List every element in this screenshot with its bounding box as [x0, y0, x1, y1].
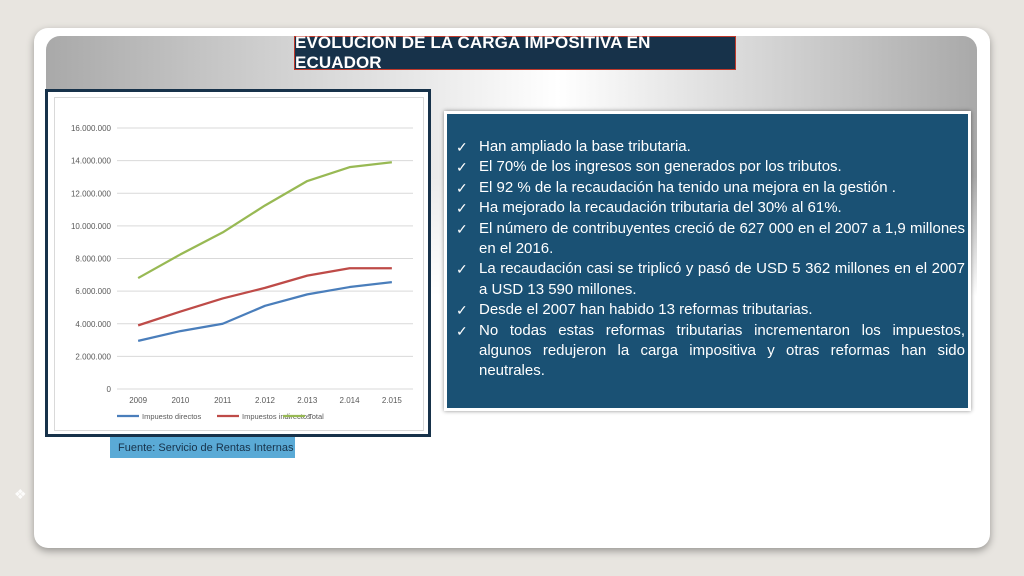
- bullet-text: Desde el 2007 han habido 13 reformas tri…: [479, 301, 813, 319]
- diamond-cluster-icon: ❖: [14, 486, 27, 502]
- bullet-item: ✓ El 92 % de la recaudación ha tenido una…: [455, 178, 965, 198]
- bullet-list: ✓ Han ampliado la base tributaria. ✓ El 70%…: [455, 137, 965, 382]
- x-tick-label: 2.013: [297, 396, 318, 405]
- y-tick-label: 16.000.000: [71, 124, 112, 133]
- chart-area: 0 2.000.000 4.000.000 6.000.000 8.000.000 10.…: [54, 97, 424, 431]
- check-icon: ✓: [456, 139, 468, 155]
- source-label: Fuente: Servicio de Rentas Internas: [110, 437, 295, 458]
- y-tick-label: 2.000.000: [75, 352, 111, 361]
- legend-label: Impuesto directos: [142, 412, 201, 421]
- y-tick-label: 12.000.000: [71, 189, 112, 198]
- bullet-text: Ha mejorado la recaudación tributaria de…: [479, 199, 842, 217]
- series-line: [137, 161, 392, 280]
- x-tick-label: 2010: [172, 396, 190, 405]
- series-line: [137, 281, 392, 342]
- check-icon: ✓: [456, 200, 468, 217]
- y-tick-label: 0: [107, 385, 112, 394]
- y-tick-label: 6.000.000: [75, 287, 111, 296]
- chart-frame: 0 2.000.000 4.000.000 6.000.000 8.000.000 10.…: [45, 89, 431, 437]
- x-tick-label: 2011: [214, 396, 232, 405]
- bullet-text: El 70% de los ingresos son generados por…: [479, 158, 842, 176]
- y-tick-label: 10.000.000: [71, 222, 112, 231]
- bullet-item: ✓ Han ampliado la base tributaria.: [455, 137, 965, 157]
- series-line: [137, 267, 392, 327]
- line-chart: 0 2.000.000 4.000.000 6.000.000 8.000.000 10.…: [71, 124, 413, 421]
- check-icon: ✓: [456, 302, 468, 319]
- bullet-item: ✓ El número de contribuyentes creció de 6…: [455, 219, 965, 260]
- bullet-item: ✓ El 70% de los ingresos son generados po…: [455, 157, 965, 177]
- bullet-text: El número de contribuyentes creció de 62…: [479, 219, 965, 258]
- check-icon: ✓: [456, 261, 468, 278]
- y-tick-label: 14.000.000: [71, 157, 112, 166]
- bullet-item: ✓ Desde el 2007 han habido 13 reformas tr…: [455, 300, 965, 320]
- check-icon: ✓: [456, 179, 468, 196]
- bullet-text: El 92 % de la recaudación ha tenido una …: [479, 178, 896, 196]
- bullet-item: ✓ La recaudación casi se triplicó y pasó …: [455, 259, 965, 300]
- bullet-item: ✓ Ha mejorado la recaudación tributaria d…: [455, 198, 965, 218]
- x-tick-label: 2.015: [382, 396, 403, 405]
- x-tick-label: 2.014: [340, 396, 361, 405]
- check-icon: ✓: [456, 322, 468, 339]
- y-tick-label: 8.000.000: [75, 255, 111, 264]
- check-icon: ✓: [456, 159, 468, 176]
- bullet-text: Han ampliado la base tributaria.: [479, 138, 691, 155]
- bullet-text: No todas estas reformas tributarias incr…: [479, 321, 965, 380]
- legend-label: Total: [308, 412, 324, 421]
- bullet-text: La recaudación casi se triplicó y pasó d…: [479, 260, 965, 298]
- y-tick-label: 4.000.000: [75, 320, 111, 329]
- check-icon: ✓: [456, 220, 468, 237]
- x-tick-label: 2.012: [255, 396, 276, 405]
- legend-label: Impuestos indirectos: [242, 412, 311, 421]
- slide-title: EVOLUCION DE LA CARGA IMPOSITIVA EN ECUA…: [294, 33, 736, 72]
- bullet-item: ✓ No todas estas reformas tributarias inc…: [455, 321, 965, 382]
- bullet-panel: ✓ Han ampliado la base tributaria. ✓ El 70%…: [444, 111, 971, 411]
- x-tick-label: 2009: [129, 396, 147, 405]
